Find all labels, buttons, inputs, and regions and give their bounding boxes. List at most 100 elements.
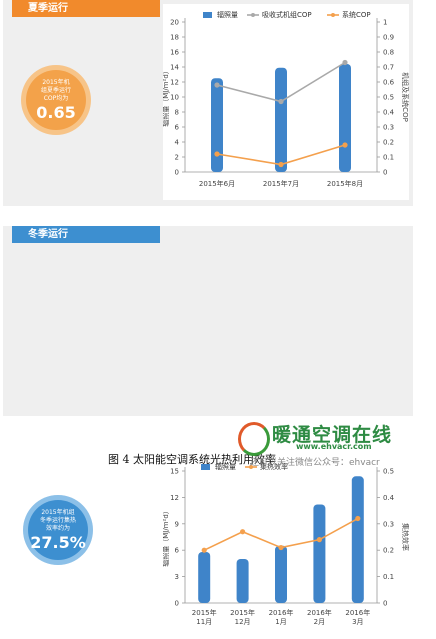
series-point-系统COP	[342, 142, 348, 148]
left-tick-label: 10	[170, 94, 179, 102]
right-tick-label: 0.2	[383, 139, 394, 147]
summer-panel: 夏季运行 2015年机 组夏季运行 COP均为 0.65 0 2 4 6 8 10 12 14…	[3, 0, 413, 206]
figure-caption: 图 4 太阳能空调系统光热利用效率	[108, 453, 276, 466]
bar-辐照量	[313, 504, 326, 603]
right-axis-title: 机组及系统COP	[401, 72, 409, 122]
bar-辐照量	[211, 78, 223, 172]
right-tick-label: 0.6	[383, 79, 395, 87]
series-point-集热效率	[316, 537, 322, 543]
x-tick-label: 2015年7月	[263, 179, 299, 188]
left-tick-label: 12	[170, 79, 179, 87]
left-tick-label: 3	[175, 573, 179, 581]
left-tick-label: 0	[175, 169, 179, 177]
left-axis-title: 辐照量（MJ/m²d）	[163, 507, 170, 567]
left-tick-label: 0	[175, 600, 179, 608]
right-tick-label: 0.4	[383, 494, 395, 502]
x-tick-label-year: 2016年	[345, 608, 370, 617]
legend-swatch	[203, 12, 212, 18]
right-tick-label: 0.1	[383, 573, 394, 581]
series-point-系统COP	[214, 151, 220, 157]
summer-sun-badge: 2015年机 组夏季运行 COP均为 0.65	[26, 70, 86, 130]
summer-badge-line: COP均为	[43, 95, 69, 102]
left-tick-label: 12	[170, 494, 179, 502]
winter-chart-svg: 0 3 6 9 12 15 0 0.1 0.2 0.3 0.4 0.5 辐照量（MJ/m²d） 集热效率 2…	[163, 462, 409, 626]
x-tick-label-month: 2月	[314, 618, 325, 626]
right-tick-label: 0	[383, 600, 387, 608]
winter-badge-value: 27.5%	[30, 533, 86, 552]
legend-label: 辐照量	[217, 10, 238, 19]
winter-badge-line: 冬季运行集热	[39, 517, 76, 524]
series-point-集热效率	[355, 515, 361, 522]
right-tick-label: 0.8	[383, 49, 394, 57]
series-point-吸收式机组COP	[342, 59, 348, 66]
left-tick-label: 14	[170, 64, 179, 72]
watermark: 暖通空调在线 www.ehvacr.com 还可以关注微信公众号：ehvacr	[238, 422, 434, 468]
winter-chart: 0 3 6 9 12 15 0 0.1 0.2 0.3 0.4 0.5 辐照量（MJ/m²d） 集热效率 2…	[163, 457, 409, 639]
bar-辐照量	[339, 64, 351, 172]
left-tick-label: 6	[175, 547, 180, 555]
left-tick-label: 20	[170, 19, 179, 27]
right-tick-label: 0.4	[383, 109, 395, 117]
bar-辐照量	[236, 559, 249, 603]
watermark-subtitle: 还可以关注微信公众号：ehvacr	[250, 458, 380, 468]
legend-marker	[249, 465, 253, 469]
series-point-集热效率	[278, 544, 284, 551]
right-tick-label: 1	[383, 19, 387, 27]
series-point-集热效率	[201, 547, 207, 553]
legend-swatch	[201, 464, 210, 470]
left-tick-label: 8	[175, 109, 179, 117]
series-point-系统COP	[278, 161, 284, 168]
summer-badge-line: 组夏季运行	[40, 87, 71, 94]
bar-辐照量	[275, 545, 287, 603]
winter-badge-line: 2015年机组	[41, 509, 75, 516]
winter-tab: 冬季运行	[12, 226, 160, 243]
left-tick-label: 9	[175, 520, 179, 528]
winter-sun-badge: 2015年机组 冬季运行集热 效率约为 27.5%	[28, 500, 88, 560]
left-tick-label: 18	[170, 34, 179, 42]
winter-badge-line: 效率约为	[45, 525, 70, 532]
right-tick-label: 0.2	[383, 547, 394, 555]
x-tick-label-year: 2015年	[192, 608, 217, 617]
right-tick-label: 0.3	[383, 520, 394, 528]
summer-chart-svg: 0 2 4 6 8 10 12 14 16 18 20 0 0.1 0.2 0.3 0.4 0.5 0.6 0.7 0…	[163, 10, 409, 188]
left-axis-title: 辐照量（MJ/m²d）	[163, 67, 170, 127]
series-point-集热效率	[240, 529, 246, 535]
series-point-吸收式机组COP	[278, 98, 284, 105]
bar-辐照量	[275, 67, 287, 172]
ehvacr-logo-icon	[238, 422, 270, 456]
right-tick-label: 0.5	[383, 468, 394, 476]
legend-label: 系统COP	[342, 10, 371, 19]
winter-panel: 冬季运行 2015年机组 冬季运行集热 效率约为 27.5% 0 3 6 9 12 15 0…	[3, 226, 413, 639]
x-tick-label-year: 2015年	[230, 608, 255, 617]
watermark-url: www.ehvacr.com	[296, 442, 372, 451]
series-point-吸收式机组COP	[214, 82, 220, 88]
x-tick-label-year: 2016年	[269, 608, 294, 617]
right-tick-label: 0.7	[383, 64, 394, 72]
left-tick-label: 15	[170, 468, 179, 476]
legend-label: 集热效率	[260, 462, 288, 471]
x-tick-label-month: 3月	[352, 618, 363, 626]
summer-badge-line: 2015年机	[42, 79, 70, 86]
x-tick-label-year: 2016年	[307, 608, 332, 617]
legend-marker	[251, 13, 255, 17]
summer-tab: 夏季运行	[12, 0, 160, 17]
x-tick-label-month: 12月	[235, 618, 251, 626]
left-tick-label: 16	[170, 49, 179, 57]
bar-辐照量	[198, 551, 211, 603]
summer-badge-value: 0.65	[36, 103, 76, 122]
watermark-name: 暖通空调在线	[272, 424, 393, 446]
left-tick-label: 4	[175, 139, 180, 147]
legend-label: 吸收式机组COP	[262, 10, 312, 19]
legend-label: 辐照量	[215, 462, 236, 471]
right-tick-label: 0.5	[383, 94, 394, 102]
right-tick-label: 0.1	[383, 154, 394, 162]
x-tick-label-month: 11月	[196, 618, 212, 626]
bar-辐照量	[351, 476, 364, 603]
legend-marker	[331, 13, 335, 17]
right-tick-label: 0	[383, 169, 387, 177]
right-axis-title: 集热效率	[401, 523, 409, 551]
left-tick-label: 2	[175, 154, 179, 162]
x-tick-label-month: 1月	[275, 618, 286, 626]
left-tick-label: 6	[175, 124, 180, 132]
x-tick-label: 2015年8月	[327, 179, 363, 188]
